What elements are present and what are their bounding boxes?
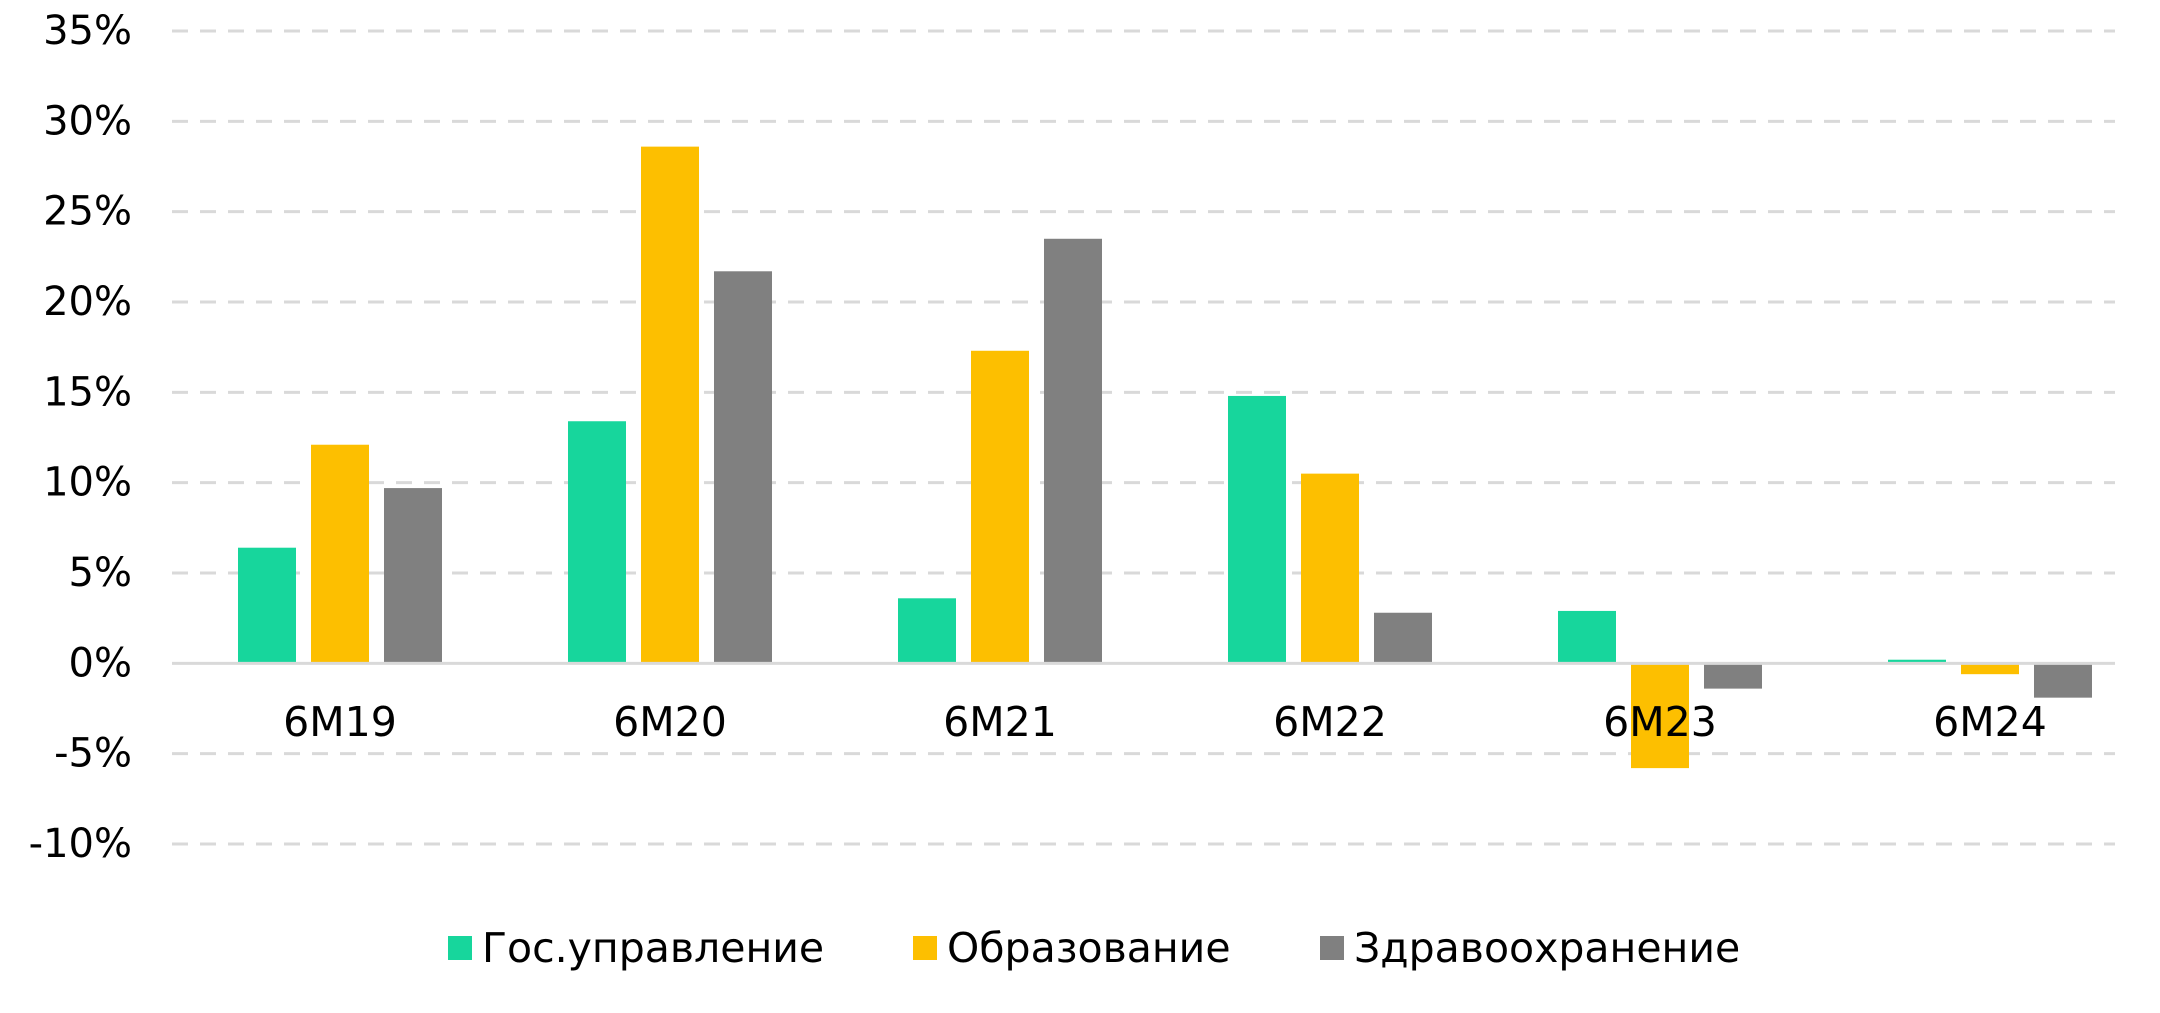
category-label: 6M20 — [613, 698, 727, 746]
bars — [238, 146, 2092, 769]
y-tick-label: 10% — [43, 460, 132, 506]
category-label: 6M21 — [943, 698, 1057, 746]
legend-item-2: Образование — [913, 924, 1231, 972]
y-tick-label: 25% — [43, 189, 132, 235]
legend-label: Гос.управление — [482, 924, 824, 972]
y-tick-label: -10% — [29, 821, 132, 867]
bar-6M21-2 — [971, 350, 1029, 664]
gridlines — [172, 29, 2115, 846]
bar-6M22-1 — [1228, 395, 1286, 664]
bar-6M24-3 — [2034, 663, 2092, 698]
bar-6M20-3 — [714, 271, 772, 664]
bar-6M21-3 — [1044, 238, 1102, 664]
bar-6M23-3 — [1704, 663, 1762, 689]
category-label: 6M19 — [283, 698, 397, 746]
legend-item-1: Гос.управление — [448, 924, 824, 972]
bar-6M21-1 — [898, 598, 956, 664]
legend-swatch — [448, 936, 472, 960]
y-tick-label: 0% — [69, 640, 132, 686]
y-tick-label: 15% — [43, 369, 132, 415]
y-tick-label: -5% — [54, 731, 132, 777]
category-label: 6M23 — [1603, 698, 1717, 746]
y-tick-label: 35% — [43, 8, 132, 54]
bar-6M19-2 — [311, 444, 369, 664]
legend-label: Здравоохранение — [1354, 924, 1740, 972]
legend: Гос.управление Образование Здравоохранение — [448, 924, 1740, 972]
category-label: 6M24 — [1933, 698, 2047, 746]
y-tick-label: 20% — [43, 279, 132, 325]
y-tick-label: 30% — [43, 98, 132, 144]
category-label: 6M22 — [1273, 698, 1387, 746]
legend-label: Образование — [947, 924, 1231, 972]
bar-6M20-1 — [568, 421, 626, 664]
y-axis-tick-labels: 35% 30% 25% 20% 15% 10% 5% 0% -5% -10% — [29, 8, 132, 867]
bar-6M20-2 — [641, 146, 699, 664]
legend-swatch — [1320, 936, 1344, 960]
y-tick-label: 5% — [69, 550, 132, 596]
bar-6M19-1 — [238, 547, 296, 664]
legend-swatch — [913, 936, 937, 960]
bar-6M19-3 — [384, 488, 442, 664]
bar-6M22-3 — [1374, 612, 1432, 664]
bar-6M23-1 — [1558, 610, 1616, 664]
bar-6M24-2 — [1961, 663, 2019, 675]
legend-item-3: Здравоохранение — [1320, 924, 1740, 972]
x-axis-category-labels: 6M19 6M20 6M21 6M22 6M23 6M24 — [283, 698, 2047, 746]
bar-6M23-2 — [1631, 663, 1689, 769]
bar-6M22-2 — [1301, 473, 1359, 664]
bar-6M24-1 — [1888, 659, 1946, 664]
